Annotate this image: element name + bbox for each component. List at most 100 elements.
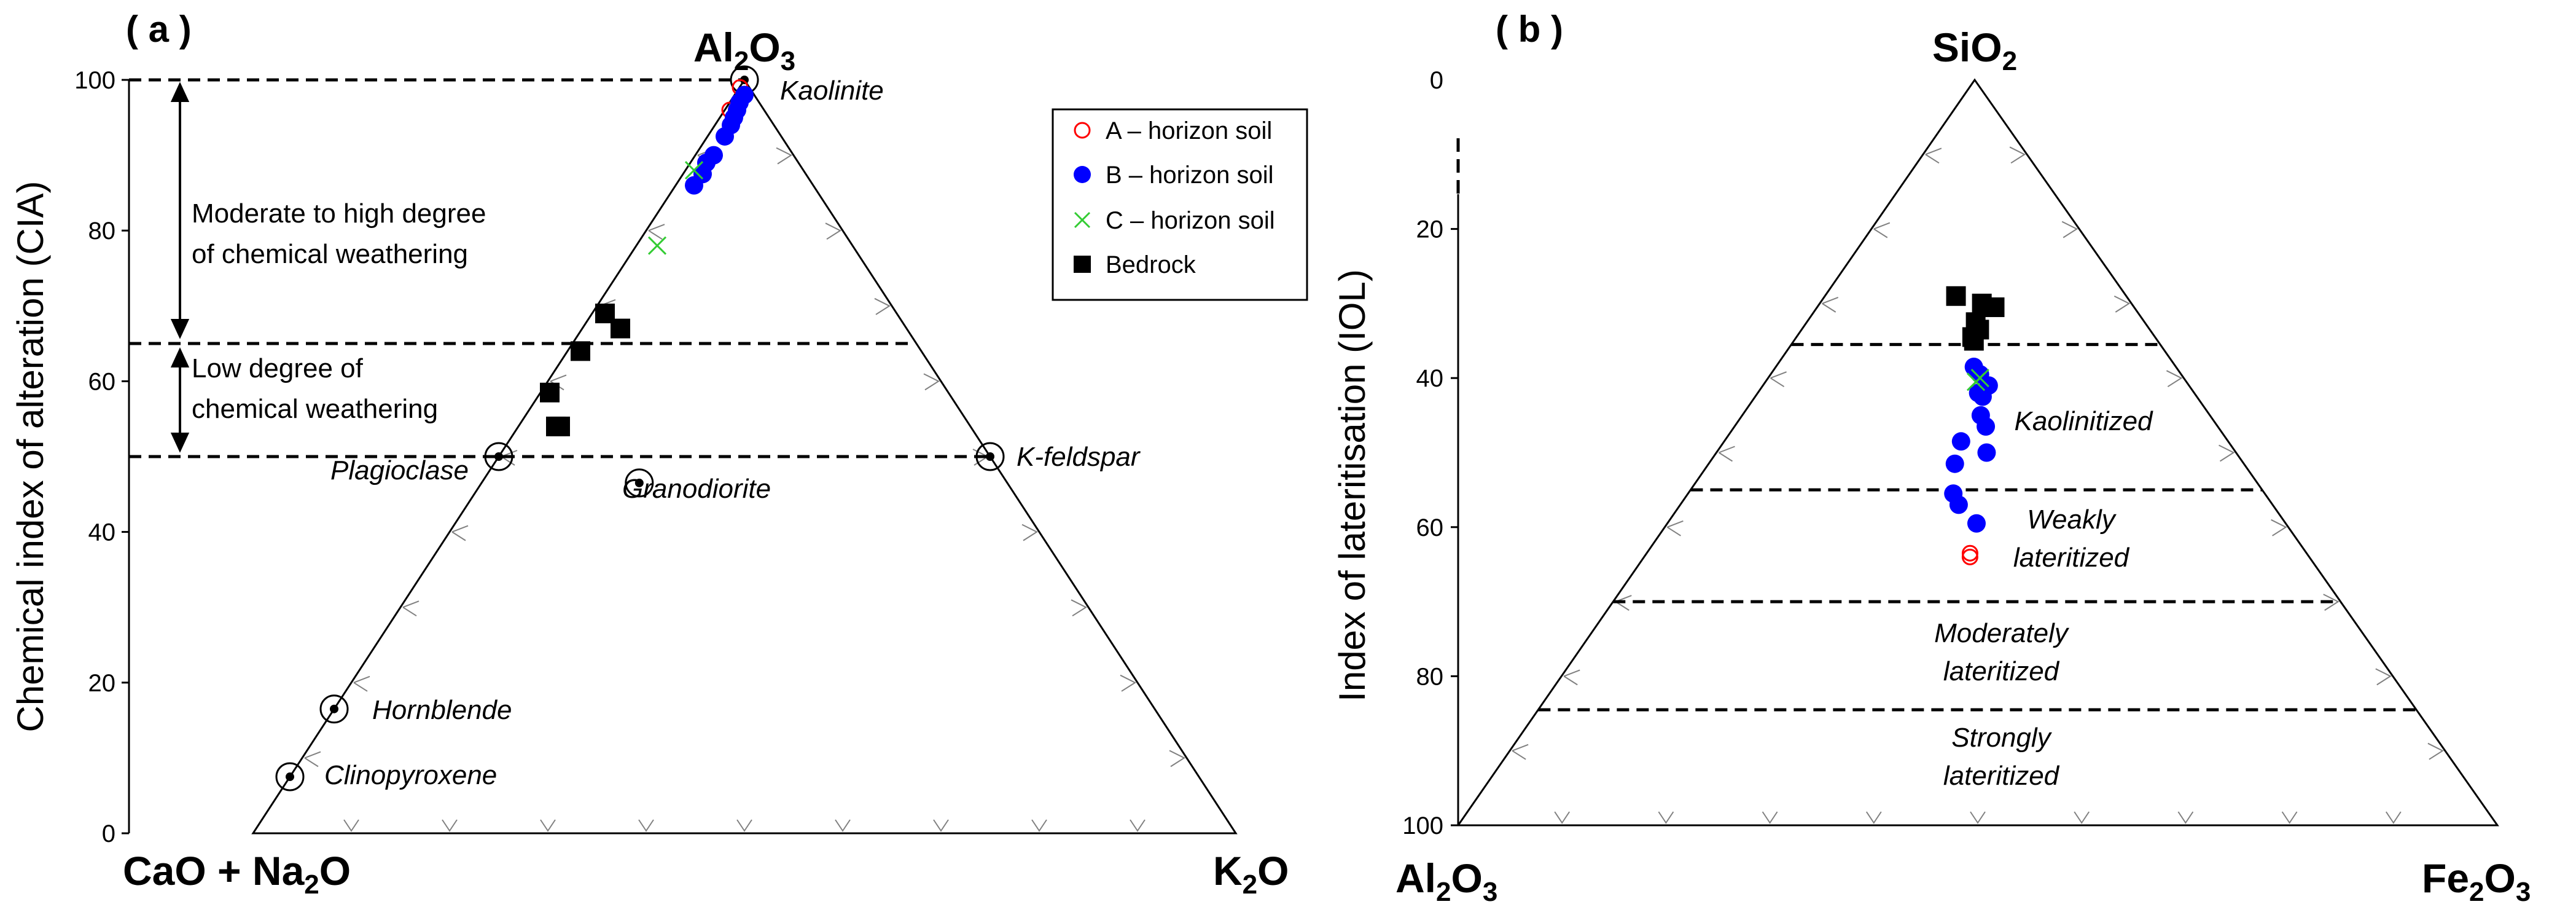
panel-b-data-points [1944,286,2005,565]
panel-a-y-tick-label: 0 [102,820,115,847]
mineral-label-clinopyroxene: Clinopyroxene [324,760,497,790]
panel-b-y-ticks: 0 20 40 60 80 100 [1402,67,1458,839]
panel-a-edge-tick [825,222,842,240]
panel-b-zone-label: Strongly [1951,723,2052,753]
panel-b-b-horizon-point [1977,417,1996,436]
panel-a-edge-tick [402,607,417,617]
mineral-clinopyroxene-ring [275,762,305,791]
mineral-label-granodiorite: Granodiorite [622,474,771,504]
panel-b-zone-label: Moderately [1934,618,2070,648]
panel-a-edge-tick [451,525,469,533]
panel-b-edge-tick [2009,146,2026,164]
panel-b-edge-tick [2427,742,2444,760]
panel-a-y-tick-label: 80 [88,218,116,245]
mineral-hornblende-ring [319,694,349,724]
panel-a-edge-tick [1021,524,1039,541]
panel-b-edge-tick [2177,811,2194,824]
panel-b-edge-tick [2375,668,2392,686]
panel-b-y-tick-label: 60 [1416,514,1444,541]
annotation-low-2: chemical weathering [192,394,438,424]
panel-b-edge-tick [2074,811,2090,824]
panel-a-edge-tick [540,819,556,832]
panel-b-a-horizon-point [1961,548,1978,565]
panel-b-edge-tick [2219,444,2235,462]
panel-a-edge-tick [304,751,321,759]
panel-b-bedrock-point [1946,286,1966,306]
mineral-label-kaolinite: Kaolinite [780,76,884,106]
panel-b-y-title: Index of lateritisation (IOL) [1332,269,1373,702]
panel-a-corner-right: K2O [1213,848,1289,900]
legend-label-c: C – horizon soil [1106,207,1275,234]
panel-b-edge-tick [1822,296,1839,304]
arrow-high-weathering [170,82,190,339]
legend-label-a: A – horizon soil [1106,117,1272,144]
panel-b-edge-tick [1667,520,1684,528]
panel-a-letter: ( a ) [126,9,192,50]
mineral-plagioclase-ring [484,442,513,471]
mineral-label-k-feldspar: K-feldspar [1017,442,1141,472]
panel-b-edge-tick [1822,303,1836,313]
panel-a-edge-tick [638,819,654,832]
legend-marker-c [1074,211,1091,229]
panel-b-a-horizon-point [1961,544,1978,562]
panel-b-edge-tick [1762,811,1778,824]
panel-b-edge-tick [1925,147,1942,155]
panel-a-edge-tick [1130,819,1146,832]
panel-a-minerals [275,65,1005,791]
panel-a-bedrock-point [611,318,630,339]
panel-a-bedrock-point [571,341,590,361]
mineral-granodiorite-ring [625,468,654,498]
panel-b-edge-tick [1666,526,1681,536]
panel-b-zone-label: Kaolinitized [2014,406,2153,436]
panel-b-edge-tick [1554,811,1571,824]
panel-b-b-horizon-point [1973,387,1992,406]
panel-b-edge-tick [1925,154,1940,164]
panel-b-y-tick-label: 80 [1416,663,1444,690]
panel-a-edge-tick [923,373,940,391]
panel-a-edge-tick [1071,599,1088,617]
panel-b-edge-tick [1865,811,1882,824]
panel-a-edge-tick [736,819,752,832]
panel-a-edge-tick [648,230,663,240]
panel-a-edge-tick [1031,819,1047,832]
panel-b-y-tick-label: 40 [1416,365,1444,392]
panel-a-data-points [540,79,754,436]
panel-a-edge-tick [874,297,891,315]
panel-b-edge-tick [1563,675,1578,686]
panel-b-edge-tick [1873,228,1888,238]
panel-b-c-horizon-point [1970,369,1989,388]
panel-a-bedrock-point [550,416,570,436]
panel-a-y-tick-label: 20 [88,670,116,697]
mineral-clinopyroxene-dot [286,772,294,782]
panel-a-edge-tick [1120,674,1137,692]
panel-a-edge-tick [304,757,319,768]
panel-b-edge-tick [1512,744,1529,752]
panel-a-edge-tick [776,147,793,165]
panel-b-zone-label: lateritized [2013,543,2130,573]
panel-b-b-horizon-point [1945,454,1964,473]
panel-b-edge-tick [1718,452,1733,462]
panel-b-b-horizon-point [1951,432,1970,451]
panel-a-b-horizon-point [685,176,703,195]
panel-b-edge-tick [1873,222,1891,230]
panel-b-zone-label: lateritized [1943,656,2060,686]
legend-marker-a [1074,122,1091,139]
panel-a-edge-tick [1169,750,1186,768]
legend-marker-bedrock [1074,256,1091,273]
panel-b: ( b ) 0 20 40 60 80 100 Index of lateritisati… [1332,9,2531,907]
panel-a-edge-tick [835,819,851,832]
panel-b-edge-tick [2281,811,2298,824]
panel-a-c-horizon-point [684,161,704,180]
panel-b-edge-tick [2166,370,2183,388]
panel-a-y-tick-label: 40 [88,519,116,546]
panel-a-edge-tick [442,819,458,832]
panel-a-edge-tick [550,374,567,382]
legend-box [1052,108,1308,301]
panel-b-y-tick-label: 0 [1430,67,1443,94]
annotation-high-1: Moderate to high degree [192,198,486,229]
panel-b-bedrock-point [1964,331,1984,351]
panel-a-corner-left: CaO + Na2O [123,848,351,900]
panel-a-c-horizon-point [647,236,667,255]
panel-a-y-tick-label: 60 [88,368,116,395]
